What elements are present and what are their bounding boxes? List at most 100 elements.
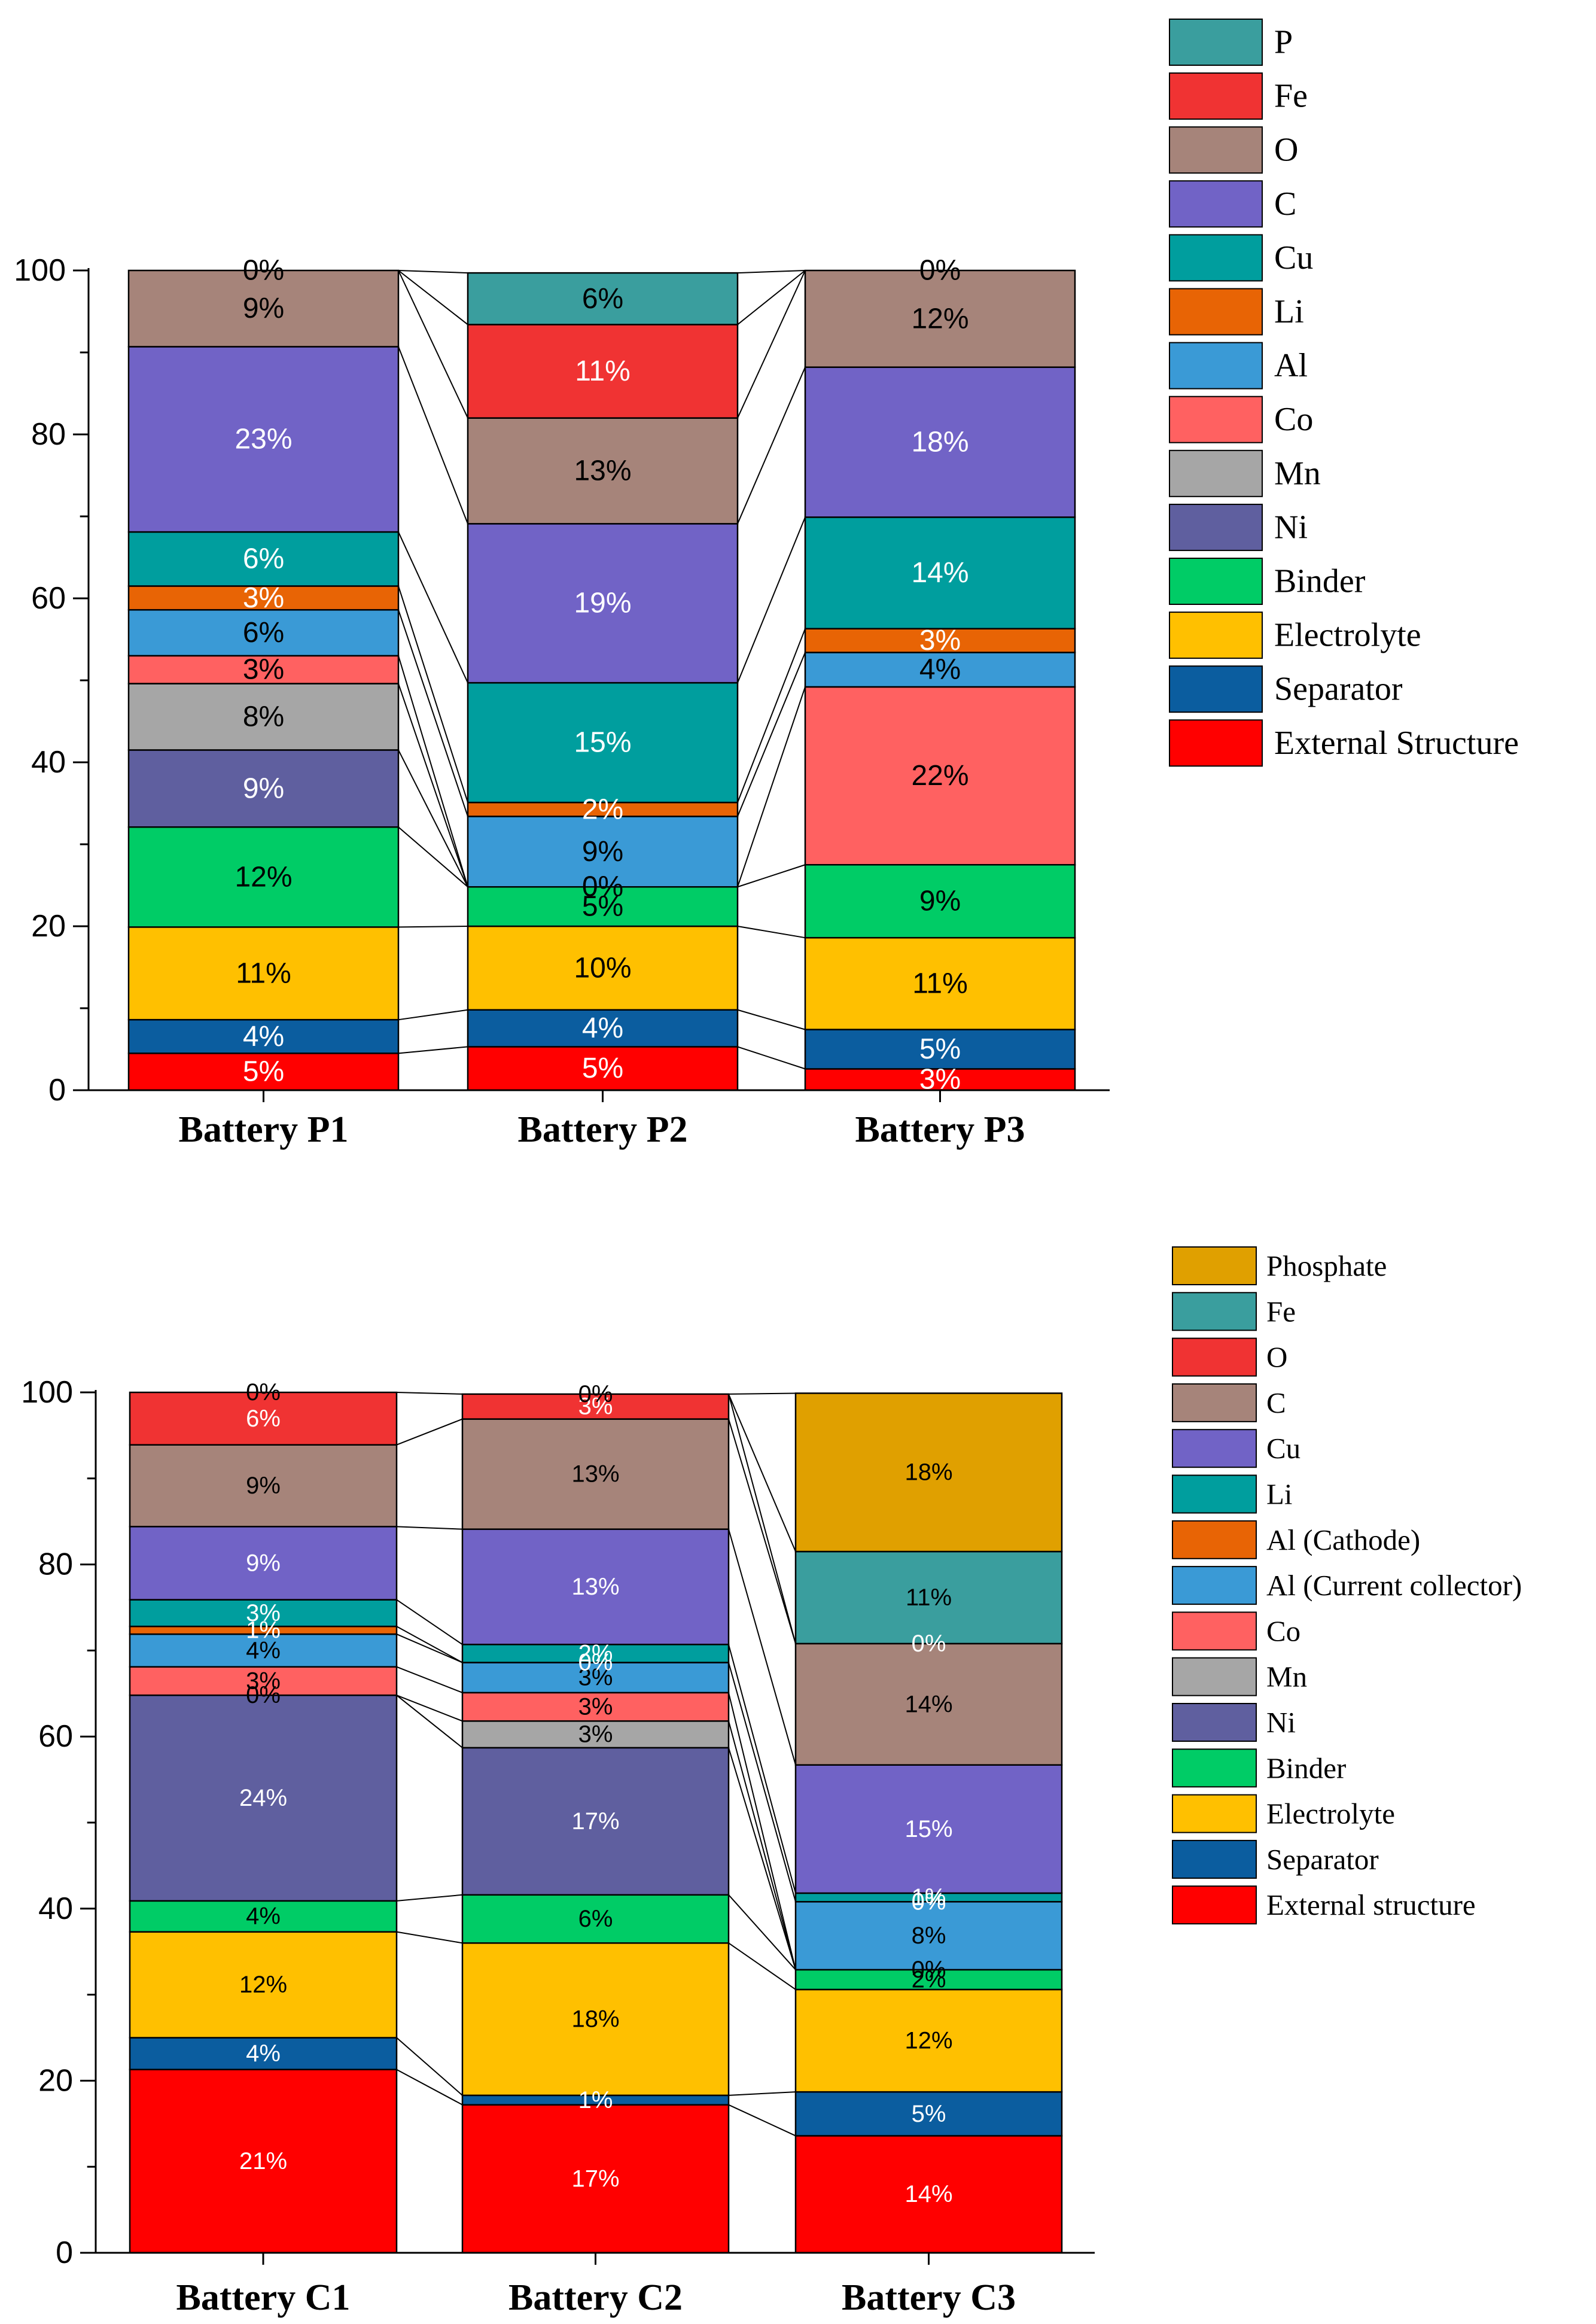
bar-segment-c bbox=[804, 366, 1076, 518]
bar-segment-al-current-collector- bbox=[794, 1901, 1063, 1971]
legend-label: Fe bbox=[1266, 1295, 1296, 1328]
data-label: 14% bbox=[904, 1691, 952, 1717]
bar-segment-external-structure bbox=[127, 1053, 400, 1091]
bar-segment-electrolyte bbox=[467, 925, 739, 1011]
connector-line bbox=[398, 749, 468, 887]
data-label: 8% bbox=[243, 701, 284, 732]
category-label: Battery P1 bbox=[178, 1109, 348, 1150]
connector-line bbox=[396, 2037, 463, 2096]
legend-label: Electrolyte bbox=[1274, 617, 1421, 654]
data-label: 0% bbox=[243, 255, 284, 287]
connector-line bbox=[398, 270, 468, 274]
connector-line bbox=[728, 1394, 796, 1552]
data-label: 21% bbox=[239, 2148, 287, 2174]
legend-swatch bbox=[1172, 1611, 1257, 1651]
y-tick-label: 80 bbox=[38, 1547, 73, 1582]
legend-swatch bbox=[1172, 1520, 1257, 1559]
bar-segment-c bbox=[127, 346, 400, 533]
data-label: 3% bbox=[578, 1394, 613, 1420]
data-label: 13% bbox=[571, 1461, 619, 1488]
data-label: 5% bbox=[582, 1053, 623, 1084]
data-label: 8% bbox=[912, 1923, 946, 1949]
connector-line bbox=[396, 1894, 463, 1902]
legend-label: Ni bbox=[1274, 509, 1308, 546]
legend-label: Mn bbox=[1266, 1660, 1307, 1693]
data-label: 3% bbox=[246, 1668, 281, 1694]
legend-swatch bbox=[1169, 558, 1263, 605]
connector-line bbox=[728, 1894, 796, 1970]
legend-label: Co bbox=[1274, 401, 1313, 438]
connector-line bbox=[737, 1009, 806, 1030]
legend-label: Mn bbox=[1274, 455, 1321, 492]
legend-label: O bbox=[1274, 132, 1298, 169]
data-label: 0% bbox=[578, 1381, 613, 1407]
bar-segment-separator bbox=[804, 1029, 1076, 1070]
chart-top-battery-p: 5%4%11%12%9%8%3%6%3%6%23%9%0%5%4%10%5%0%… bbox=[14, 19, 1519, 1150]
legend-label: C bbox=[1274, 185, 1296, 223]
connector-line bbox=[398, 1046, 468, 1054]
connector-line bbox=[737, 516, 806, 683]
bar-segment-c bbox=[461, 1418, 730, 1530]
bar-segment-separator bbox=[127, 1018, 400, 1054]
bar-segment-c bbox=[467, 523, 739, 684]
legend-swatch bbox=[1172, 1429, 1257, 1468]
data-label: 23% bbox=[234, 424, 292, 455]
legend-swatch bbox=[1169, 396, 1263, 443]
legend-swatch bbox=[1169, 612, 1263, 659]
data-label: 11% bbox=[236, 957, 291, 989]
data-label: 2% bbox=[912, 1966, 946, 1993]
connector-line bbox=[728, 1721, 796, 1970]
data-label: 12% bbox=[239, 1972, 287, 1998]
data-label: 6% bbox=[582, 283, 623, 315]
data-label: 6% bbox=[578, 1906, 613, 1932]
legend-label: External structure bbox=[1266, 1888, 1476, 1921]
data-label: 22% bbox=[911, 760, 968, 792]
data-label: 9% bbox=[243, 772, 284, 804]
data-label: 5% bbox=[582, 891, 623, 923]
data-label: 11% bbox=[912, 968, 968, 999]
connector-line bbox=[737, 270, 806, 419]
legend-swatch bbox=[1169, 72, 1263, 120]
bar-segment-o bbox=[127, 269, 400, 348]
data-label: 1% bbox=[246, 1617, 281, 1644]
legend-swatch bbox=[1172, 1794, 1257, 1833]
connector-line bbox=[398, 1009, 468, 1021]
legend-swatch bbox=[1169, 180, 1263, 228]
bar-segment-co bbox=[127, 655, 400, 685]
bar-segment-cu bbox=[461, 1528, 730, 1645]
data-label: 3% bbox=[243, 582, 284, 614]
bar-segment-binder bbox=[129, 1900, 398, 1933]
legend-label: Al bbox=[1274, 347, 1308, 384]
connector-line bbox=[396, 1695, 463, 1748]
y-tick-label: 100 bbox=[21, 1375, 73, 1410]
chart-bottom-battery-c: 21%4%12%4%24%0%3%4%1%3%9%9%6%0%17%1%18%6… bbox=[21, 1246, 1522, 2318]
data-label: 2% bbox=[578, 1640, 613, 1666]
bar-segment-li bbox=[127, 585, 400, 611]
connector-line bbox=[398, 826, 468, 887]
data-label: 12% bbox=[904, 2028, 952, 2054]
y-tick-label: 20 bbox=[38, 2063, 73, 2098]
bar-segment-c bbox=[794, 1642, 1063, 1766]
legend-swatch bbox=[1172, 1748, 1257, 1788]
connector-line bbox=[728, 1644, 796, 1894]
y-tick-label: 40 bbox=[31, 745, 66, 780]
bar-segment-li bbox=[461, 1644, 730, 1663]
legend-swatch bbox=[1169, 19, 1263, 66]
data-label: 0% bbox=[246, 1379, 281, 1406]
data-label: 19% bbox=[574, 588, 631, 619]
legend-label: Cu bbox=[1274, 239, 1313, 276]
bar-segment-fe bbox=[467, 324, 739, 419]
bar-segment-o bbox=[804, 269, 1076, 368]
connector-line bbox=[728, 1394, 796, 1644]
bar-segment-electrolyte bbox=[461, 1942, 730, 2097]
connector-line bbox=[728, 2104, 796, 2137]
data-label: 3% bbox=[243, 654, 284, 686]
category-label: Battery C2 bbox=[508, 2277, 683, 2318]
data-label: 4% bbox=[246, 1637, 281, 1663]
bar-segment-co bbox=[461, 1692, 730, 1722]
connector-line bbox=[737, 628, 806, 803]
data-label: 4% bbox=[582, 1012, 623, 1044]
legend-swatch bbox=[1169, 719, 1263, 767]
data-label: 1% bbox=[912, 1884, 946, 1911]
bar-segment-cu bbox=[794, 1764, 1063, 1894]
